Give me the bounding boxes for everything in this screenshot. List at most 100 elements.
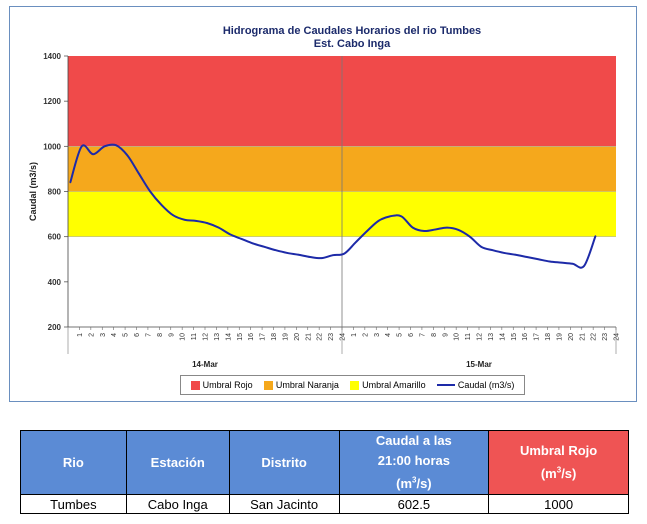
x-tick-label-15-Mar-21: 21 <box>579 333 586 341</box>
series-point-12 <box>206 222 209 224</box>
series-point-13 <box>217 226 220 229</box>
x-tick-label-15-Mar-10: 10 <box>454 333 461 341</box>
x-tick-label-14-Mar-18: 18 <box>271 333 278 341</box>
x-tick-label-14-Mar-7: 7 <box>145 333 152 337</box>
x-tick-label-14-Mar-20: 20 <box>294 333 301 341</box>
series-point-40 <box>526 256 528 258</box>
summary-data-row: Tumbes Cabo Inga San Jacinto 602.5 1000 <box>20 494 629 515</box>
y-tick-label-600: 600 <box>48 233 62 242</box>
x-tick-label-15-Mar-12: 12 <box>477 333 484 341</box>
series-point-2 <box>92 153 94 156</box>
x-tick-label-14-Mar-22: 22 <box>317 333 324 341</box>
cell-estacion: Cabo Inga <box>125 494 230 515</box>
series-point-16 <box>252 242 254 245</box>
x-tick-label-14-Mar-13: 13 <box>214 333 221 341</box>
series-point-31 <box>423 230 426 232</box>
x-tick-label-15-Mar-23: 23 <box>602 333 609 341</box>
x-tick-label-15-Mar-20: 20 <box>568 333 575 341</box>
series-point-35 <box>469 235 471 238</box>
legend-item-caudal: Caudal (m3/s) <box>436 380 515 390</box>
series-point-14 <box>229 233 231 236</box>
x-tick-label-14-Mar-3: 3 <box>100 333 107 337</box>
series-point-11 <box>195 220 197 222</box>
x-tick-label-14-Mar-19: 19 <box>282 333 289 341</box>
x-tick-label-15-Mar-7: 7 <box>419 333 426 337</box>
x-tick-label-15-Mar-3: 3 <box>374 333 381 337</box>
series-point-23 <box>332 254 334 256</box>
series-point-3 <box>103 145 106 148</box>
series-point-10 <box>183 218 186 221</box>
x-tick-label-15-Mar-11: 11 <box>465 333 472 340</box>
series-point-30 <box>411 226 414 229</box>
x-tick-label-14-Mar-2: 2 <box>88 333 95 337</box>
header-caudal-line1: Caudal a las <box>375 433 452 448</box>
series-point-24 <box>343 252 346 255</box>
legend-item-umbral-amarillo: Umbral Amarillo <box>350 380 426 390</box>
header-caudal-unit: (m3/s) <box>396 476 432 492</box>
x-tick-label-15-Mar-5: 5 <box>397 333 404 337</box>
x-tick-label-15-Mar-6: 6 <box>408 333 415 337</box>
series-point-38 <box>503 252 505 254</box>
legend-item-umbral-rojo: Umbral Rojo <box>190 380 253 390</box>
header-distrito: Distrito <box>228 429 340 496</box>
x-tick-label-15-Mar-8: 8 <box>431 333 438 337</box>
x-tick-label-14-Mar-6: 6 <box>134 333 141 337</box>
chart-subtitle: Est. Cabo Inga <box>314 38 391 50</box>
series-point-28 <box>389 215 391 218</box>
summary-table: Rio Estación Distrito Caudal a las 21:00… <box>20 429 629 515</box>
header-caudal: Caudal a las 21:00 horas (m3/s) <box>338 429 490 496</box>
series-point-8 <box>160 204 163 206</box>
x-tick-label-14-Mar-4: 4 <box>111 333 118 337</box>
header-rio: Rio <box>20 429 127 496</box>
chart-container: Hidrograma de Caudales Horarios del rio … <box>9 6 637 402</box>
series-point-0 <box>69 181 72 184</box>
series-point-39 <box>514 253 517 256</box>
legend-swatch-umbral-amarillo <box>350 380 360 390</box>
y-tick-label-1200: 1200 <box>43 97 61 106</box>
summary-header-row: Rio Estación Distrito Caudal a las 21:00… <box>20 429 629 496</box>
series-point-4 <box>115 144 117 147</box>
series-point-17 <box>263 246 266 248</box>
series-point-45 <box>583 265 585 267</box>
series-point-6 <box>137 172 140 175</box>
legend-swatch-umbral-rojo <box>190 380 200 390</box>
y-axis-label: Caudal (m3/s) <box>28 162 38 221</box>
y-tick-label-200: 200 <box>48 323 62 332</box>
day-label-14-Mar: 14-Mar <box>192 360 218 369</box>
series-point-42 <box>548 260 551 263</box>
header-umbral-rojo: Umbral Rojo (m3/s) <box>488 429 629 496</box>
x-tick-label-14-Mar-10: 10 <box>180 333 187 341</box>
series-point-46 <box>594 235 597 237</box>
y-tick-label-400: 400 <box>48 278 62 287</box>
series-point-34 <box>457 229 460 231</box>
legend-label-caudal: Caudal (m3/s) <box>457 380 515 390</box>
legend-item-umbral-naranja: Umbral Naranja <box>263 380 339 390</box>
series-point-19 <box>286 252 289 254</box>
x-tick-label-14-Mar-12: 12 <box>203 333 210 341</box>
series-point-15 <box>240 238 243 240</box>
x-tick-label-15-Mar-22: 22 <box>591 333 598 341</box>
x-tick-label-15-Mar-17: 17 <box>534 333 541 341</box>
x-tick-label-14-Mar-17: 17 <box>260 333 267 341</box>
header-caudal-line2: 21:00 horas <box>377 453 450 468</box>
y-tick-label-1000: 1000 <box>43 142 61 151</box>
series-point-29 <box>400 215 403 218</box>
x-tick-label-14-Mar-9: 9 <box>168 333 175 337</box>
legend-swatch-umbral-naranja <box>263 380 273 390</box>
chart-legend: Umbral Rojo Umbral Naranja Umbral Amaril… <box>180 375 525 395</box>
series-point-36 <box>480 246 483 248</box>
header-estacion: Estación <box>125 429 230 496</box>
series-point-37 <box>491 249 494 252</box>
x-tick-label-14-Mar-15: 15 <box>237 333 244 341</box>
series-point-1 <box>80 145 83 148</box>
x-tick-label-14-Mar-5: 5 <box>123 333 130 337</box>
x-tick-label-15-Mar-15: 15 <box>511 333 518 341</box>
x-tick-label-15-Mar-18: 18 <box>545 333 552 341</box>
series-point-5 <box>126 154 129 157</box>
x-tick-label-14-Mar-1: 1 <box>77 333 84 337</box>
series-point-26 <box>366 230 368 232</box>
y-tick-label-800: 800 <box>48 188 62 197</box>
legend-label-umbral-rojo: Umbral Rojo <box>202 380 253 390</box>
x-tick-label-14-Mar-16: 16 <box>248 333 255 341</box>
series-point-27 <box>377 220 380 222</box>
